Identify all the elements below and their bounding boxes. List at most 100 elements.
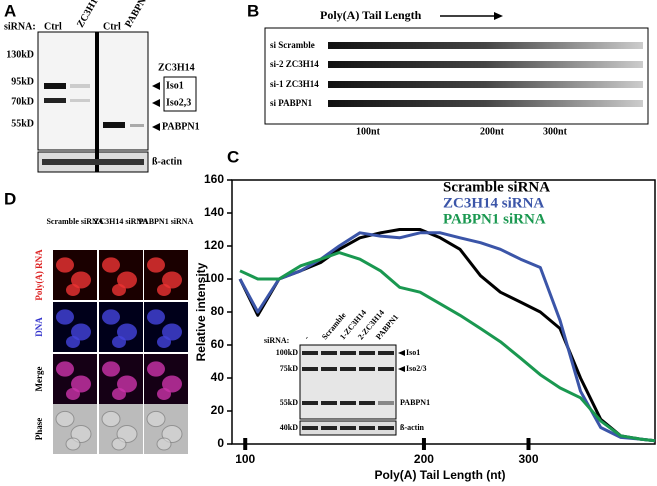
- gel-tick: 200nt: [480, 126, 505, 137]
- panel-letter: A: [4, 1, 16, 20]
- x-tick-label: 200: [414, 452, 434, 466]
- inset-band: [321, 367, 337, 371]
- inset-band: [302, 401, 318, 405]
- cell: [147, 257, 165, 273]
- inset-marker: 55kD: [280, 398, 298, 407]
- band-label: PABPN1: [162, 121, 200, 132]
- cell: [117, 323, 137, 341]
- cell: [71, 375, 91, 393]
- column-label: Scramble siRNA: [46, 217, 103, 226]
- inset-band: [321, 401, 337, 405]
- inset-band-label: Iso1: [406, 348, 420, 357]
- cell: [157, 388, 171, 400]
- band-label: ß-actin: [152, 156, 182, 167]
- band: [130, 124, 144, 127]
- arrow: [494, 12, 503, 20]
- cell: [71, 323, 91, 341]
- band: [42, 159, 144, 165]
- divider: [95, 32, 99, 172]
- cell: [102, 257, 120, 273]
- cell: [112, 388, 126, 400]
- arrow: [398, 366, 405, 372]
- arrow: [398, 350, 405, 356]
- legend-entry: ZC3H14 siRNA: [443, 195, 544, 211]
- inset-marker: 75kD: [280, 364, 298, 373]
- legend-entry: PABPN1 siRNA: [443, 211, 546, 227]
- x-tick-label: 100: [235, 452, 255, 466]
- smear: [328, 100, 643, 107]
- y-axis-label: Relative intensity: [194, 262, 208, 361]
- y-tick-label: 160: [204, 172, 224, 186]
- arrow: [152, 99, 160, 107]
- inset-band: [378, 401, 394, 405]
- band-label: Iso1: [166, 80, 184, 91]
- y-tick-label: 0: [217, 436, 224, 450]
- marker: 55kD: [11, 118, 34, 129]
- cell: [162, 323, 182, 341]
- box: [163, 76, 197, 112]
- y-tick-label: 40: [211, 370, 225, 384]
- inset-band: [302, 367, 318, 371]
- cell: [102, 361, 120, 377]
- cell: [112, 284, 126, 296]
- cell: [66, 284, 80, 296]
- inset-band: [378, 351, 394, 355]
- inset-band: [302, 426, 318, 430]
- y-tick-label: 20: [211, 403, 225, 417]
- row-label: Merge: [34, 367, 44, 392]
- cell: [157, 336, 171, 348]
- inset-band: [378, 426, 394, 430]
- lane-label: si PABPN1: [270, 98, 313, 108]
- x-axis-label: Poly(A) Tail Length (nt): [374, 468, 505, 482]
- cell: [117, 271, 137, 289]
- inset-band: [321, 351, 337, 355]
- smear: [328, 42, 643, 49]
- row-label: DNA: [34, 317, 44, 337]
- inset-band: [321, 426, 337, 430]
- band: [70, 84, 90, 88]
- cell: [146, 410, 166, 428]
- inset-band: [302, 351, 318, 355]
- inset-band: [340, 367, 356, 371]
- cell: [66, 336, 80, 348]
- lane-label: si Scramble: [270, 40, 315, 50]
- gel-title: Poly(A) Tail Length: [320, 8, 422, 22]
- row-label: Poly(A) RNA: [34, 249, 44, 301]
- blot: [37, 31, 149, 151]
- gel-tick: 100nt: [356, 126, 381, 137]
- cell: [156, 437, 172, 451]
- cell: [56, 361, 74, 377]
- panel-letter: C: [227, 147, 239, 166]
- column-label: ZC3H14 siRNA: [94, 217, 148, 226]
- cell: [56, 257, 74, 273]
- inset-marker: 100kD: [276, 348, 298, 357]
- smear: [328, 81, 643, 88]
- band-label: Iso2,3: [166, 97, 191, 108]
- x-tick-label: 300: [518, 452, 538, 466]
- gel-tick: 300nt: [543, 126, 568, 137]
- cell: [101, 410, 121, 428]
- marker: 95kD: [11, 76, 34, 87]
- inset-band: [359, 401, 375, 405]
- lane-label: si-2 ZC3H14: [270, 59, 319, 69]
- sirna-label: siRNA:: [4, 21, 36, 32]
- cell: [65, 437, 81, 451]
- panel-letter: D: [4, 189, 16, 208]
- cell: [162, 375, 182, 393]
- lane-label: Ctrl: [103, 21, 121, 32]
- cell: [157, 284, 171, 296]
- arrow: [152, 82, 160, 90]
- cell: [55, 410, 75, 428]
- cell: [162, 271, 182, 289]
- inset-band-label: ß-actin: [400, 423, 425, 432]
- y-tick-label: 140: [204, 205, 224, 219]
- band: [103, 122, 125, 128]
- cell: [147, 309, 165, 325]
- row-label: Phase: [34, 418, 44, 441]
- cell: [102, 309, 120, 325]
- cell: [117, 375, 137, 393]
- cell: [112, 336, 126, 348]
- y-tick-label: 120: [204, 238, 224, 252]
- panel-letter: B: [247, 1, 259, 20]
- legend-entry: Scramble siRNA: [443, 179, 550, 195]
